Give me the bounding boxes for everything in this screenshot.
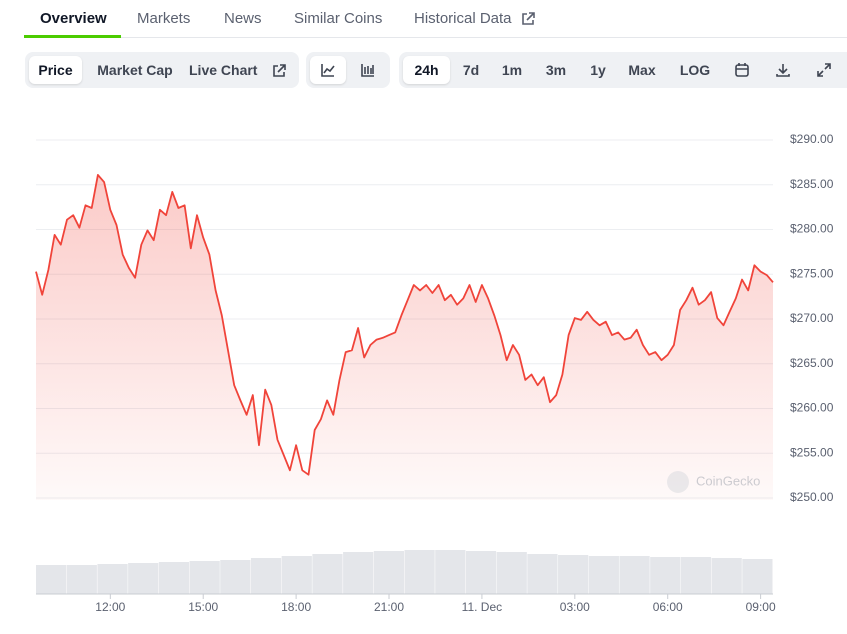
x-tick-label: 03:00 — [560, 600, 590, 614]
download-button[interactable] — [765, 56, 801, 84]
volume-bar — [465, 551, 497, 594]
external-link-icon — [273, 64, 286, 77]
y-tick-label: $285.00 — [790, 177, 834, 191]
watermark-text: CoinGecko — [696, 473, 760, 488]
tab-divider — [24, 37, 847, 38]
x-tick-label: 21:00 — [374, 600, 404, 614]
fullscreen-button[interactable] — [806, 56, 842, 84]
volume-bar — [343, 552, 374, 594]
y-tick-label: $290.00 — [790, 132, 834, 146]
y-tick-label: $280.00 — [790, 222, 834, 236]
x-tick-label: 18:00 — [281, 600, 311, 614]
tab[interactable]: News — [224, 10, 262, 27]
volume-bar — [742, 559, 773, 594]
x-tick-label: 06:00 — [653, 600, 683, 614]
volume-bar — [158, 562, 190, 594]
volume-bar — [220, 560, 251, 594]
range-button[interactable]: LOG — [679, 62, 711, 78]
volume-bar — [373, 551, 404, 594]
volume-bar — [527, 554, 558, 594]
tab[interactable]: Markets — [137, 10, 191, 27]
tab[interactable]: Similar Coins — [294, 10, 383, 27]
chart-style-group — [306, 52, 390, 88]
y-tick-label: $255.00 — [790, 445, 834, 459]
volume-bar — [66, 565, 97, 594]
metric-button[interactable]: Live Chart — [189, 62, 258, 78]
volume-bar — [36, 565, 67, 594]
candle-chart-button[interactable] — [350, 56, 386, 84]
x-tick-label: 15:00 — [188, 600, 218, 614]
tab[interactable]: Overview — [40, 10, 107, 27]
range-button[interactable]: 1y — [590, 62, 606, 78]
volume-bar — [128, 563, 159, 594]
price-area — [36, 174, 773, 500]
range-button[interactable]: Max — [628, 62, 656, 78]
volume-bar — [189, 561, 220, 594]
y-tick-label: $270.00 — [790, 311, 834, 325]
external-link-icon — [522, 12, 535, 25]
range-button[interactable]: 3m — [545, 62, 567, 78]
volume-bar — [435, 550, 466, 594]
y-tick-label: $275.00 — [790, 266, 834, 280]
range-group: 24h 7d 1m 3m 1y Max LOG — [399, 52, 847, 88]
watermark: CoinGecko — [667, 471, 760, 493]
range-button[interactable]: 7d — [462, 62, 480, 78]
y-tick-label: $250.00 — [790, 490, 834, 504]
tab[interactable]: Historical Data — [414, 10, 512, 27]
y-tick-label: $265.00 — [790, 356, 834, 370]
metric-button[interactable]: Price — [29, 56, 82, 84]
volume-bar — [281, 556, 312, 594]
volume-bar — [619, 556, 650, 594]
metric-button[interactable]: Market Cap — [97, 62, 173, 78]
volume-bar — [97, 564, 128, 594]
volume-bar — [650, 557, 681, 594]
volume-bar — [312, 554, 343, 594]
volume-bar — [404, 550, 435, 594]
calendar-button[interactable] — [724, 56, 760, 84]
x-tick-label: 12:00 — [95, 600, 125, 614]
x-tick-label: 11. Dec — [462, 600, 502, 614]
volume-bar — [558, 555, 589, 594]
volume-bar — [680, 557, 712, 594]
x-tick-label: 09:00 — [746, 600, 776, 614]
y-tick-label: $260.00 — [790, 401, 834, 415]
volume-bar — [588, 556, 619, 594]
volume-bar — [711, 558, 742, 594]
volume-bar — [250, 558, 282, 594]
price-line — [35, 174, 774, 476]
volume-bar — [496, 552, 527, 594]
line-chart-button[interactable] — [310, 56, 346, 84]
metric-group: Price Market Cap Live Chart — [25, 52, 299, 88]
range-button[interactable]: 24h — [403, 56, 450, 84]
range-button[interactable]: 1m — [501, 62, 523, 78]
active-tab-underline — [24, 35, 121, 38]
